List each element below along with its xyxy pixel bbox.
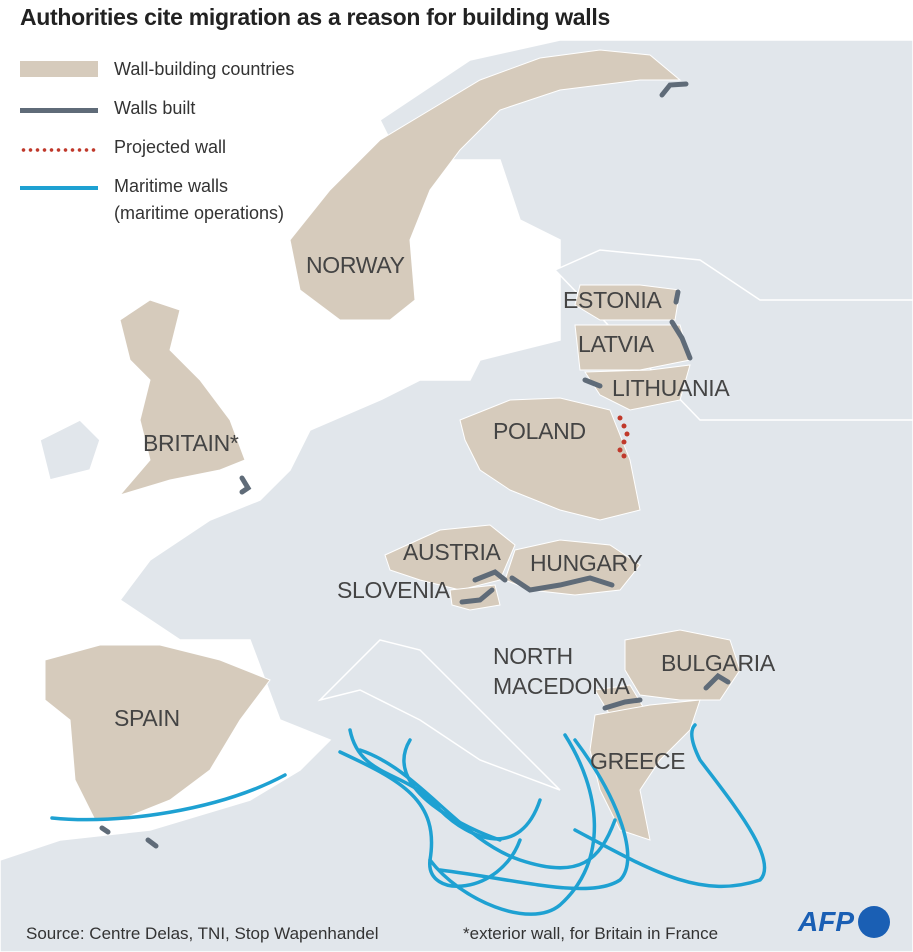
afp-logo: AFP <box>798 906 891 938</box>
label-britain: BRITAIN* <box>143 430 239 456</box>
label-norway: NORWAY <box>306 252 405 278</box>
label-hungary: HUNGARY <box>530 550 643 576</box>
legend-label: Walls built <box>114 98 196 118</box>
fill-swatch <box>20 61 98 77</box>
label-greece: GREECE <box>590 748 686 774</box>
legend-label: Wall-building countries <box>114 59 295 79</box>
label-spain: SPAIN <box>114 705 180 731</box>
label-lithuania: LITHUANIA <box>612 375 730 401</box>
line-swatch <box>20 108 98 113</box>
line-swatch <box>20 186 98 190</box>
poland-shape <box>459 397 641 521</box>
spain-shape <box>44 644 271 821</box>
estonia-shape <box>574 284 681 321</box>
label-macedonia: MACEDONIA <box>493 673 630 699</box>
greece-shape <box>589 699 701 841</box>
wall-building-countries <box>44 49 741 841</box>
label-bulgaria: BULGARIA <box>661 650 775 676</box>
label-slovenia: SLOVENIA <box>337 577 450 603</box>
afp-logo-text: AFP <box>798 906 854 937</box>
maritime-walls <box>50 723 767 916</box>
britain-shape <box>118 299 246 496</box>
source-note: Source: Centre Delas, TNI, Stop Wapenhan… <box>26 924 379 943</box>
afp-logo-circle <box>858 906 891 938</box>
label-poland: POLAND <box>493 418 586 444</box>
legend-label: Projected wall <box>114 137 227 157</box>
legend-label: Maritime walls <box>114 176 229 196</box>
lithuania-shape <box>584 364 691 411</box>
footnote: *exterior wall, for Britain in France <box>463 924 719 943</box>
map-title: Authorities cite migration as a reason f… <box>20 4 610 30</box>
austria-shape <box>384 524 516 591</box>
label-latvia: LATVIA <box>578 331 654 357</box>
norway-shape <box>289 49 682 321</box>
legend-label: (maritime operations) <box>114 203 285 223</box>
dots-swatch <box>20 148 98 152</box>
label-austria: AUSTRIA <box>403 539 501 565</box>
label-estonia: ESTONIA <box>563 287 662 313</box>
walls-built <box>99 81 731 849</box>
latvia-shape <box>574 324 691 371</box>
projected-wall <box>617 415 630 459</box>
label-north: NORTH <box>493 643 573 669</box>
